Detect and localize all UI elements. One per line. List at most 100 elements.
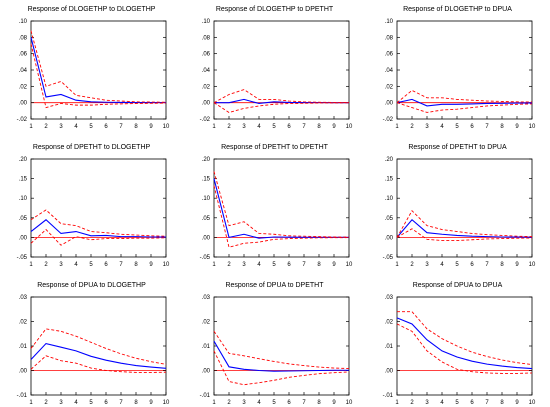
x-tick-label: 10 xyxy=(163,262,170,268)
x-tick-label: 3 xyxy=(425,124,429,130)
x-tick-label: 2 xyxy=(44,124,48,130)
y-tick-label: .00 xyxy=(385,101,394,107)
x-tick-label: 5 xyxy=(272,262,276,268)
y-tick-label: .02 xyxy=(19,320,28,326)
irf-panel-7: Response of DPUA to DLOGETHP .03 .02 .01 .00… xyxy=(0,276,183,407)
plot-frame xyxy=(213,296,350,396)
x-tick-label: 1 xyxy=(212,400,216,406)
y-tick-label: .10 xyxy=(202,196,211,202)
y-tick-label: .15 xyxy=(385,177,394,183)
y-tick-label: .08 xyxy=(385,35,394,41)
irf-panel-8: Response of DPUA to DPETHT .03 .02 .01 .00 -.… xyxy=(183,276,366,407)
upper-band-line xyxy=(396,210,533,238)
x-tick-label: 7 xyxy=(119,262,123,268)
x-tick-label: 10 xyxy=(346,400,353,406)
x-tick-label: 7 xyxy=(302,124,306,130)
y-tick-label: -.05 xyxy=(200,255,211,261)
x-tick-label: 7 xyxy=(302,262,306,268)
irf-panel-4: Response of DPETHT to DLOGETHP .20 .15 .10.… xyxy=(0,138,183,269)
x-tick-label: 8 xyxy=(500,124,504,130)
upper-band-line xyxy=(30,209,167,237)
x-tick-label: 9 xyxy=(149,400,153,406)
panel-title: Response of DPETHT to DLOGETHP xyxy=(32,144,151,151)
y-tick-label: -.02 xyxy=(17,117,28,123)
panel-title: Response of DLOGETHP to DLOGETHP xyxy=(27,6,156,13)
y-tick-label: .01 xyxy=(19,344,28,350)
x-tick-label: 8 xyxy=(317,262,321,268)
x-tick-label: 6 xyxy=(287,262,291,268)
x-tick-label: 10 xyxy=(163,400,170,406)
y-tick-label: .04 xyxy=(19,68,28,74)
lower-band-line xyxy=(30,228,167,246)
response-line xyxy=(396,98,533,107)
plot-frame xyxy=(396,158,533,258)
y-tick-label: .00 xyxy=(202,101,211,107)
x-tick-label: 5 xyxy=(89,400,93,406)
x-tick-label: 1 xyxy=(29,262,33,268)
x-tick-label: 10 xyxy=(346,262,353,268)
plot-frame xyxy=(30,158,167,258)
panel-title: Response of DPUA to DPUA xyxy=(412,282,503,289)
irf-plot-5: .20 .15 .10 .05 .00 -.051 2 3 4 5 6 7 8 9 10 xyxy=(200,157,353,268)
irf-plot-9: .03 .02 .01 .00 -.011 2 3 4 5 6 7 8 9 10 xyxy=(383,295,536,406)
y-tick-label: .06 xyxy=(19,52,28,58)
panel-title: Response of DPETHT to DPUA xyxy=(408,144,507,151)
upper-band-line xyxy=(396,89,533,104)
x-tick-label: 6 xyxy=(470,124,474,130)
x-tick-label: 2 xyxy=(227,262,231,268)
x-tick-label: 1 xyxy=(395,124,399,130)
x-tick-label: 9 xyxy=(149,262,153,268)
x-tick-label: 4 xyxy=(440,400,444,406)
irf-plot-3: .10 .08 .06 .04 .02 .00 -.021 2 3 4 5 6 7 8 9 10 xyxy=(383,19,536,130)
x-tick-label: 1 xyxy=(395,262,399,268)
x-tick-label: 3 xyxy=(59,262,63,268)
upper-band-line xyxy=(30,328,167,365)
irf-plot-1: .10 .08 .06 .04 .02 .00 -.021 2 3 4 5 6 7 8 9 10 xyxy=(17,19,170,130)
upper-band-line xyxy=(213,171,350,238)
x-tick-label: 1 xyxy=(212,262,216,268)
x-tick-label: 5 xyxy=(455,262,459,268)
irf-plot-7: .03 .02 .01 .00 -.011 2 3 4 5 6 7 8 9 10 xyxy=(17,295,170,406)
upper-band-line xyxy=(213,89,350,104)
x-tick-label: 6 xyxy=(470,400,474,406)
y-tick-label: .10 xyxy=(385,196,394,202)
response-line xyxy=(396,218,533,238)
y-tick-label: .06 xyxy=(202,52,211,58)
y-tick-label: -.01 xyxy=(383,393,394,399)
plot-frame xyxy=(213,158,350,258)
x-tick-label: 10 xyxy=(163,124,170,130)
x-tick-label: 3 xyxy=(59,124,63,130)
panel-title: Response of DLOGETHP to DPUA xyxy=(403,6,512,13)
y-tick-label: .10 xyxy=(385,19,394,25)
x-tick-label: 7 xyxy=(302,400,306,406)
y-tick-label: .08 xyxy=(202,35,211,41)
panel-title: Response of DPUA to DLOGETHP xyxy=(37,282,146,289)
x-tick-label: 4 xyxy=(440,124,444,130)
y-tick-label: .05 xyxy=(19,216,28,222)
lower-band-line xyxy=(213,102,350,113)
x-tick-label: 4 xyxy=(74,400,78,406)
x-tick-label: 8 xyxy=(500,400,504,406)
y-tick-label: .02 xyxy=(202,320,211,326)
x-tick-label: 8 xyxy=(134,400,138,406)
x-tick-label: 3 xyxy=(242,262,246,268)
x-tick-label: 8 xyxy=(134,262,138,268)
irf-panel-5: Response of DPETHT to DPETHT .20 .15 .10 .05… xyxy=(183,138,366,269)
plot-frame xyxy=(30,20,167,120)
response-line xyxy=(30,219,166,238)
y-tick-label: .00 xyxy=(385,369,394,375)
irf-plot-2: .10 .08 .06 .04 .02 .00 -.021 2 3 4 5 6 7 8 9 10 xyxy=(200,19,353,130)
x-tick-label: 5 xyxy=(89,262,93,268)
x-tick-label: 5 xyxy=(272,400,276,406)
y-tick-label: .04 xyxy=(202,68,211,74)
x-tick-label: 7 xyxy=(119,124,123,130)
y-tick-label: .20 xyxy=(202,157,211,163)
irf-plot-6: .20 .15 .10 .05 .00 -.051 2 3 4 5 6 7 8 9 10 xyxy=(383,157,536,268)
y-tick-label: .00 xyxy=(19,235,28,241)
x-tick-label: 1 xyxy=(29,124,33,130)
x-tick-label: 7 xyxy=(485,124,489,130)
x-tick-label: 5 xyxy=(272,124,276,130)
response-line xyxy=(213,178,349,239)
response-line xyxy=(30,342,167,369)
panel-title: Response of DLOGETHP to DPETHT xyxy=(215,6,334,13)
